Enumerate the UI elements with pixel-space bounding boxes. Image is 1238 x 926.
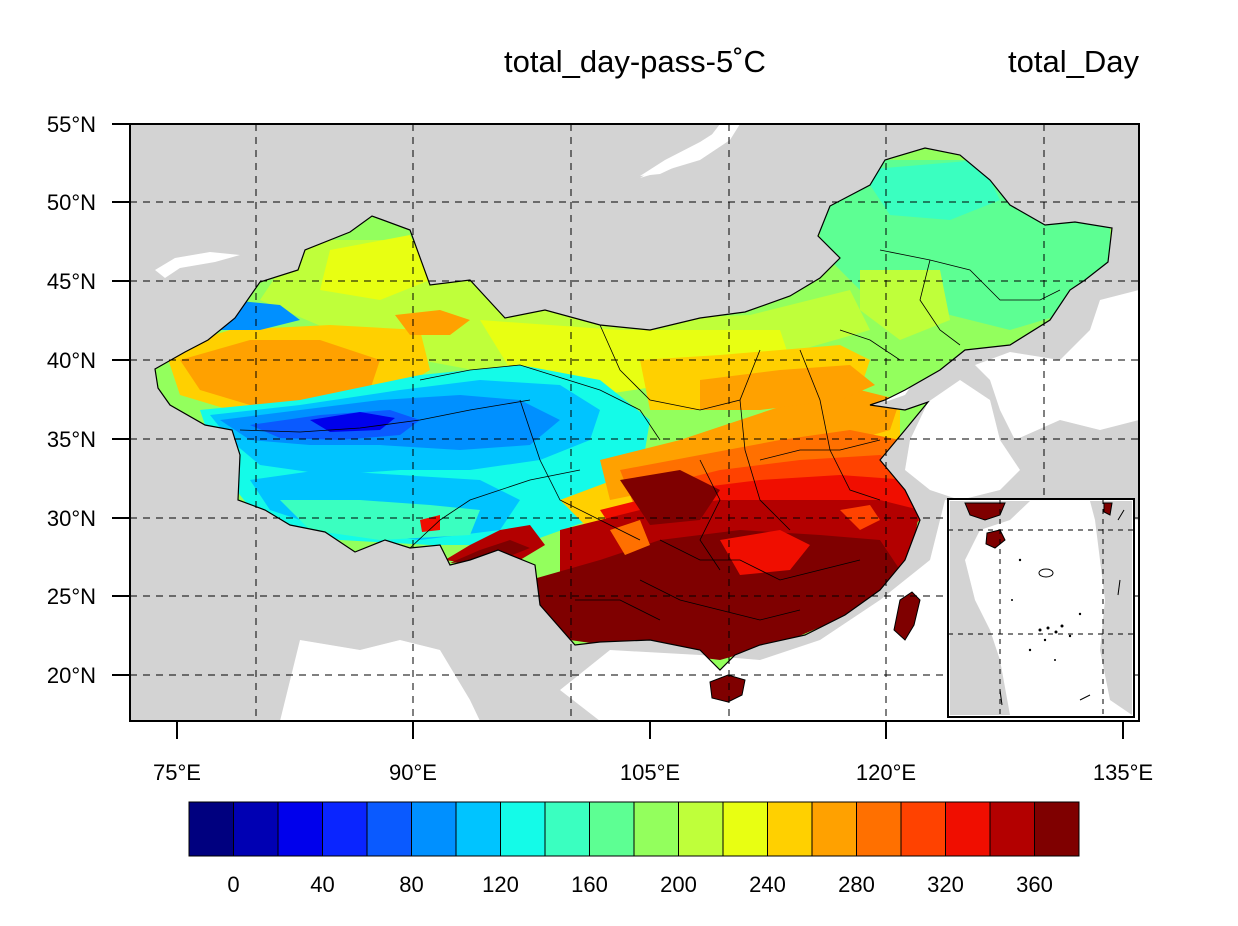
china-outline [154, 147, 1113, 671]
lat-label: 35°N [47, 427, 96, 452]
lon-label: 120°E [856, 760, 916, 785]
south-china-sea-inset [947, 498, 1135, 718]
colorbar-swatch [1034, 801, 1080, 857]
colorbar-swatch [856, 801, 902, 857]
lon-label: 75°E [153, 760, 201, 785]
colorbar-swatch [233, 801, 279, 857]
colorbar-swatch [455, 801, 501, 857]
map-title: total_day-pass-5˚C [504, 44, 766, 79]
colorbar-swatch [989, 801, 1035, 857]
variable-label: total_Day [1008, 44, 1139, 79]
colorbar-swatch [945, 801, 991, 857]
colorbar-tick-label: 280 [838, 872, 875, 897]
lat-label: 45°N [47, 269, 96, 294]
colorbar-tick-label: 360 [1016, 872, 1053, 897]
colorbar-tick-label: 160 [571, 872, 608, 897]
colorbar-swatch [544, 801, 590, 857]
longitude-labels: 75°E 90°E 105°E 120°E 135°E [153, 760, 1153, 785]
bay-of-bengal [280, 640, 480, 721]
lon-label: 105°E [620, 760, 680, 785]
lat-label: 25°N [47, 584, 96, 609]
colorbar-swatch [811, 801, 857, 857]
colorbar-swatch [900, 801, 946, 857]
colorbar-swatch [767, 801, 813, 857]
map-frame [112, 123, 1140, 739]
lat-label: 30°N [47, 506, 96, 531]
lat-label: 50°N [47, 190, 96, 215]
lat-label: 55°N [47, 112, 96, 137]
colorbar-tick-label: 240 [749, 872, 786, 897]
lon-label: 90°E [389, 760, 437, 785]
lon-label: 135°E [1093, 760, 1153, 785]
colorbar-tick-label: 0 [227, 872, 239, 897]
colorbar-tick-label: 80 [399, 872, 423, 897]
colorbar-swatch [589, 801, 635, 857]
colorbar-tick-label: 40 [310, 872, 334, 897]
yellow-sea [905, 380, 1020, 500]
balkhash-lake [155, 252, 240, 278]
colorbar [188, 801, 1080, 857]
colorbar-swatch [678, 801, 724, 857]
colorbar-swatch [411, 801, 457, 857]
province-borders [239, 249, 1061, 621]
colorbar-labels: 0 40 80 120 160 200 240 280 320 360 [227, 872, 1052, 897]
colorbar-tick-label: 200 [660, 872, 697, 897]
taiwan [893, 591, 921, 641]
colorbar-swatch [322, 801, 368, 857]
colorbar-swatch [277, 801, 323, 857]
colorbar-swatch [188, 801, 234, 857]
colorbar-tick-label: 320 [927, 872, 964, 897]
latitude-labels: 55°N 50°N 45°N 40°N 35°N 30°N 25°N 20°N [47, 112, 96, 688]
colorbar-swatch [366, 801, 412, 857]
colorbar-swatch [722, 801, 768, 857]
lat-label: 40°N [47, 348, 96, 373]
baikal-lake [640, 128, 722, 176]
colorbar-swatch [633, 801, 679, 857]
colorbar-swatch [500, 801, 546, 857]
colorbar-tick-label: 120 [482, 872, 519, 897]
lat-label: 20°N [47, 663, 96, 688]
